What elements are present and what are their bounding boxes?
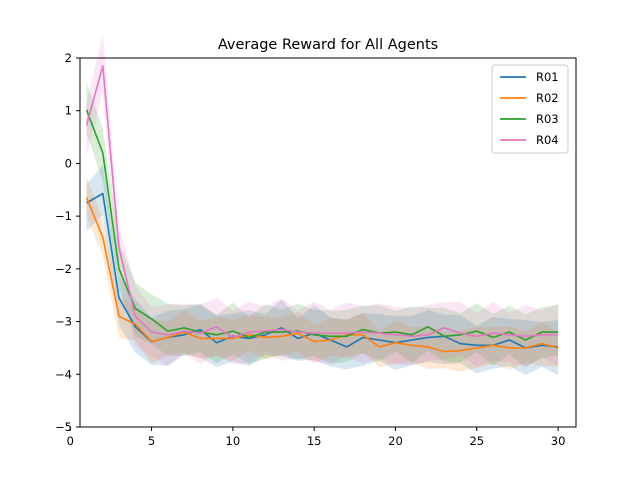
band-r04 xyxy=(86,34,559,368)
series-line-r04 xyxy=(85,65,559,339)
legend-label-r02: R02 xyxy=(536,91,559,105)
series-lines xyxy=(85,65,559,353)
band-r01 xyxy=(86,165,559,376)
y-tick-label: −5 xyxy=(55,420,72,434)
x-tick-label: 15 xyxy=(307,434,322,448)
series-line-r02 xyxy=(85,197,559,353)
legend-label-r04: R04 xyxy=(536,133,559,147)
y-tick-label: 1 xyxy=(65,104,72,118)
y-tick-label: 0 xyxy=(65,156,72,170)
x-tick-label: 5 xyxy=(148,434,155,448)
plot-frame xyxy=(79,57,577,428)
legend: R01 R02 R03 R04 xyxy=(491,64,569,154)
x-tick-label: 25 xyxy=(469,434,484,448)
y-tick-label: −1 xyxy=(55,209,72,223)
series-line-r03 xyxy=(85,109,559,341)
x-tick-label: 30 xyxy=(551,434,566,448)
axes: 0 5 10 15 20 25 30 −5 −4 −3 −2 −1 0 1 2 xyxy=(55,51,577,448)
y-tick-label: −3 xyxy=(55,315,72,329)
band-r02 xyxy=(86,176,559,372)
x-tick-label: 0 xyxy=(67,434,74,448)
x-tick-label: 20 xyxy=(388,434,403,448)
x-tick-label: 10 xyxy=(226,434,241,448)
legend-label-r01: R01 xyxy=(536,70,559,84)
y-tick-label: 2 xyxy=(65,51,72,65)
y-tick-label: −2 xyxy=(55,262,72,276)
y-tick-label: −4 xyxy=(55,367,72,381)
chart-title: Average Reward for All Agents xyxy=(218,37,438,53)
confidence-bands xyxy=(86,34,559,376)
legend-label-r03: R03 xyxy=(536,112,559,126)
legend-box xyxy=(491,64,569,154)
band-r03 xyxy=(86,82,559,367)
